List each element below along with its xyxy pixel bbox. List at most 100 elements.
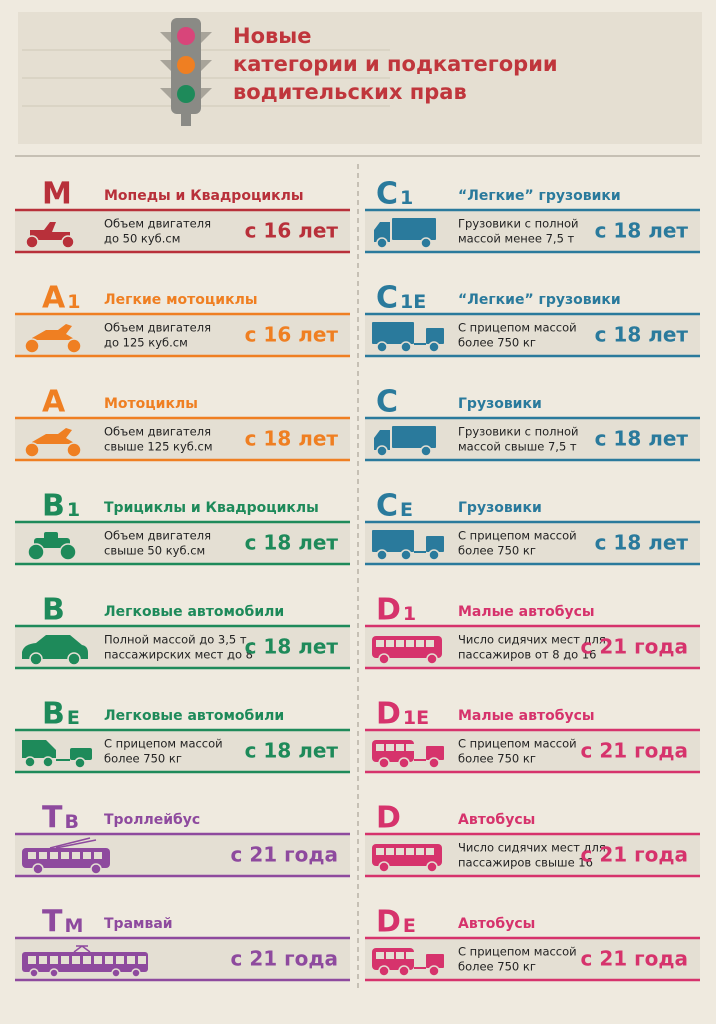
window [416,848,424,855]
description: свыше 125 куб.см [104,440,213,454]
body [426,536,444,552]
vehicle-icon [372,844,442,873]
wheel [111,968,121,978]
category-code: M [42,177,72,212]
wheel [90,863,102,875]
window [61,852,69,859]
wheel [400,549,412,561]
wheel [131,968,141,978]
category-name: Легковые автомобили [104,708,284,724]
minimum-age: с 21 года [231,843,338,867]
description: пассажиров свыше 16 [458,856,593,870]
window [39,852,47,859]
body [426,746,444,760]
description: С прицепом массой [458,737,577,751]
window [94,956,102,964]
minimum-age: с 21 года [581,843,688,867]
row-panel [365,730,700,772]
minimum-age: с 21 года [231,947,338,971]
window [83,956,91,964]
category-code: C [376,385,398,420]
minimum-age: с 18 лет [245,739,339,763]
description: С прицепом массой [458,321,577,335]
body [44,532,58,540]
description: до 50 куб.см [104,232,180,246]
body [30,222,70,240]
description: массой свыше 7,5 т [458,440,577,454]
window [386,640,394,647]
vehicle-icon [374,218,436,249]
minimum-age: с 21 года [581,635,688,659]
title-line: Новые [233,24,312,48]
wheel [25,235,39,249]
description: пассажиров от 8 до 16 [458,648,597,662]
vehicle-icon [374,426,436,457]
window [426,848,434,855]
window [406,848,414,855]
body [426,328,444,344]
wheel [29,968,39,978]
pole [49,837,97,849]
description: Число сидячих мест для [458,841,606,855]
wheel [24,338,40,354]
vehicle-icon [372,530,444,561]
minimum-age: с 18 лет [595,427,689,451]
minimum-age: с 18 лет [595,219,689,243]
window [396,744,404,751]
wheel [66,442,82,458]
vehicle-icon [25,222,75,249]
window [406,952,414,959]
description: более 750 кг [458,960,536,974]
wheel [67,652,81,666]
window [396,952,404,959]
window [416,640,424,647]
window [386,848,394,855]
vehicle-icon [372,636,442,665]
category-subcode: 1 [67,291,80,313]
row-panel [365,314,700,356]
vehicle-icon [27,532,77,561]
wheel [376,341,388,353]
description: массой менее 7,5 т [458,232,575,246]
window [376,640,384,647]
category-code: D 1E [376,697,429,732]
vehicle-icon [372,740,444,769]
wheel [378,965,390,977]
wheel [400,341,412,353]
window [72,852,80,859]
wheel [376,445,388,457]
row-panel [365,522,700,564]
category-subcode: 1 [400,187,413,209]
category-name: Мопеды и Квадроциклы [104,188,304,204]
wheel [378,861,390,873]
description: более 750 кг [104,752,182,766]
category-subcode: 1E [403,707,429,729]
window [105,956,113,964]
vehicle-icon [22,945,148,978]
description: Объем двигателя [104,217,211,231]
vehicle-icon [372,322,444,353]
window [386,744,394,751]
category-code: C 1E [376,281,426,316]
category-subcode: E [400,499,413,521]
wheel [428,757,440,769]
description: С прицепом массой [458,529,577,543]
category-subcode: E [403,915,416,937]
window [406,744,414,751]
description: более 750 кг [458,544,536,558]
window [83,852,91,859]
description: С прицепом массой [458,945,577,959]
description: более 750 кг [458,752,536,766]
wheel [420,237,432,249]
vehicle-icon [22,740,92,769]
vehicle-icon [22,635,88,666]
category-name: Мотоциклы [104,396,198,412]
window [396,848,404,855]
window [426,640,434,647]
